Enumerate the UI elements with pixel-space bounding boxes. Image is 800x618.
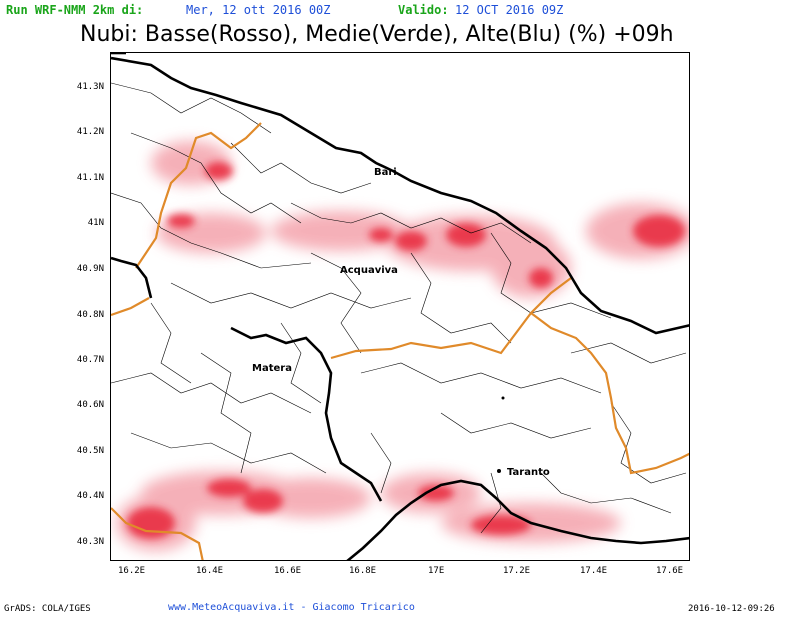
region-border bbox=[111, 122, 689, 560]
y-tick-label: 40.7N bbox=[76, 355, 104, 365]
run-label: Run WRF-NMM 2km di: bbox=[6, 3, 144, 17]
city-label-acquaviva: Acquaviva bbox=[340, 265, 398, 276]
valid-value: 12 OCT 2016 09Z bbox=[455, 3, 564, 17]
x-tick-label: 16.8E bbox=[349, 566, 377, 576]
y-tick-label: 40.8N bbox=[76, 310, 104, 320]
city-label-matera: Matera bbox=[252, 363, 292, 374]
x-tick-label: 17.6E bbox=[656, 566, 684, 576]
y-tick-label: 41.2N bbox=[76, 127, 104, 137]
low-cloud-layer bbox=[116, 141, 689, 551]
site-credit: www.MeteoAcquaviva.it - Giacomo Tricaric… bbox=[168, 602, 415, 613]
cloud-map bbox=[111, 53, 689, 560]
y-tick-label: 41.3N bbox=[76, 82, 104, 92]
taranto-harbor bbox=[497, 396, 505, 473]
x-tick-label: 17.4E bbox=[580, 566, 608, 576]
x-tick-label: 16.6E bbox=[274, 566, 302, 576]
coastline bbox=[111, 53, 689, 560]
x-tick-label: 16.2E bbox=[118, 566, 146, 576]
y-tick-label: 40.6N bbox=[76, 400, 104, 410]
map-frame bbox=[110, 52, 690, 561]
y-tick-label: 41.1N bbox=[76, 173, 104, 183]
city-label-taranto: Taranto bbox=[507, 467, 550, 478]
x-tick-label: 16.4E bbox=[196, 566, 224, 576]
x-tick-label: 17E bbox=[428, 566, 445, 576]
municipal-borders bbox=[111, 82, 687, 534]
y-tick-label: 40.3N bbox=[76, 537, 104, 547]
x-tick-label: 17.2E bbox=[503, 566, 531, 576]
map-title: Nubi: Basse(Rosso), Medie(Verde), Alte(B… bbox=[80, 22, 674, 47]
y-tick-label: 41N bbox=[87, 218, 104, 228]
city-label-bari: Bari bbox=[374, 167, 397, 178]
valid-label: Valido: bbox=[398, 3, 449, 17]
y-tick-label: 40.5N bbox=[76, 446, 104, 456]
generation-timestamp: 2016-10-12-09:26 bbox=[688, 604, 775, 614]
y-tick-label: 40.9N bbox=[76, 264, 104, 274]
y-tick-label: 40.4N bbox=[76, 491, 104, 501]
run-value: Mer, 12 ott 2016 00Z bbox=[186, 3, 331, 17]
grads-credit: GrADS: COLA/IGES bbox=[4, 604, 91, 614]
